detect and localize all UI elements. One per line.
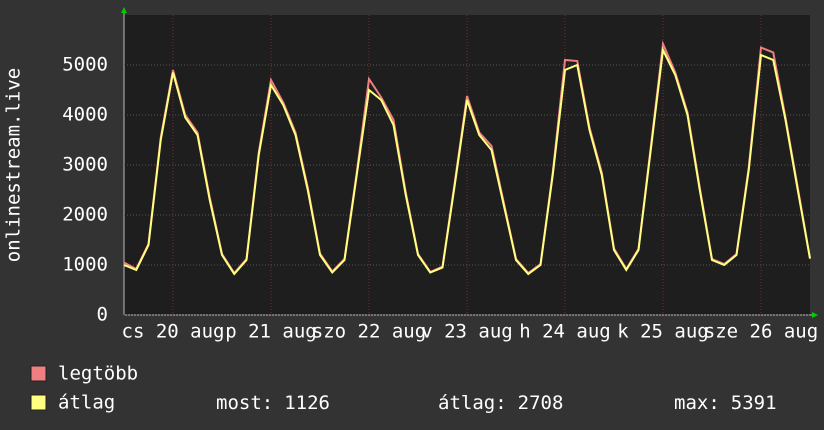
stat: max: 5391: [674, 392, 777, 414]
x-tick-label: szo 22 aug: [312, 321, 426, 343]
stat-value: 2708: [518, 392, 564, 414]
y-tick-label: 1000: [62, 254, 108, 276]
y-axis-label: onlinestream.live: [3, 68, 25, 262]
legend-label: átlag: [58, 392, 115, 414]
stat-value: 5391: [731, 392, 777, 414]
legend-label: legtöbb: [58, 363, 138, 385]
axis-arrow: [812, 312, 818, 318]
legend-swatch: [30, 365, 47, 382]
stat-label: max:: [674, 392, 720, 414]
stat-value: 1126: [284, 392, 330, 414]
axis-arrow: [121, 7, 127, 13]
y-tick-label: 2000: [62, 204, 108, 226]
stat: átlag: 2708: [438, 392, 563, 414]
x-tick-label: sze 26 aug: [704, 321, 818, 343]
series-line: [123, 46, 811, 276]
stat: most: 1126: [216, 392, 330, 414]
y-tick-label: 3000: [62, 154, 108, 176]
x-tick-label: cs 20 aug: [122, 321, 225, 343]
x-tick-label: p 21 aug: [225, 321, 317, 343]
x-tick-label: h 24 aug: [519, 321, 611, 343]
y-tick-label: 0: [97, 304, 108, 326]
x-tick-label: k 25 aug: [617, 321, 709, 343]
stat-label: most:: [216, 392, 273, 414]
legend-swatch: [30, 394, 47, 411]
stat-label: átlag:: [438, 392, 507, 414]
y-tick-label: 5000: [62, 54, 108, 76]
x-tick-label: v 23 aug: [421, 321, 513, 343]
y-tick-label: 4000: [62, 104, 108, 126]
